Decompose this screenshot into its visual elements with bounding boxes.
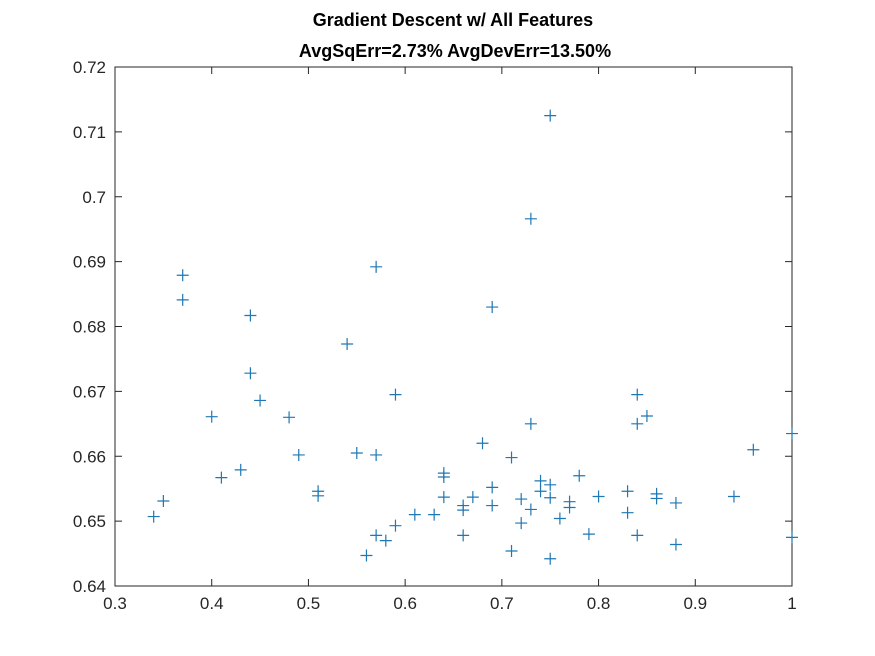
data-point [640, 410, 653, 423]
plot-area [114, 66, 793, 587]
data-point [786, 531, 798, 544]
chart-subtitle: AvgSqErr=2.73% AvgDevErr=13.50% [299, 41, 611, 61]
data-point [553, 512, 566, 525]
y-axis: 0.64 0.65 0.66 0.67 0.68 0.69 0.7 0.71 0.72 [73, 58, 792, 596]
data-point [669, 496, 682, 509]
data-point [428, 508, 441, 521]
data-point [389, 519, 402, 532]
data-point [486, 301, 499, 314]
data-point [786, 427, 798, 440]
data-point [727, 490, 740, 503]
chart-title: Gradient Descent w/ All Features [313, 10, 593, 30]
data-point [544, 491, 557, 504]
data-point [621, 506, 634, 519]
data-point [515, 493, 528, 506]
data-point [457, 504, 470, 517]
data-point [582, 528, 595, 541]
data-point [379, 534, 392, 547]
x-tick-label: 0.4 [200, 594, 224, 613]
data-point [650, 492, 663, 505]
y-tick-label: 0.68 [73, 318, 106, 337]
data-point [370, 260, 383, 273]
data-point [147, 510, 160, 523]
data-point [524, 212, 537, 225]
data-point [254, 394, 267, 407]
x-tick-label: 0.9 [683, 594, 707, 613]
data-point [534, 474, 547, 487]
x-tick-label: 0.5 [297, 594, 321, 613]
data-point [341, 338, 354, 351]
data-point [621, 485, 634, 498]
data-point [370, 529, 383, 542]
data-point [505, 451, 518, 464]
x-tick-label: 0.3 [103, 594, 127, 613]
data-point [457, 529, 470, 542]
data-point [292, 448, 305, 461]
data-point [312, 489, 325, 502]
data-point [592, 490, 605, 503]
data-point [505, 544, 518, 557]
data-point [573, 469, 586, 482]
data-point [466, 491, 479, 504]
data-point [524, 503, 537, 516]
x-axis: 0.3 0.4 0.5 0.6 0.7 0.8 0.9 1 [103, 67, 797, 613]
data-point [389, 388, 402, 401]
x-tick-label: 0.6 [393, 594, 417, 613]
y-tick-label: 0.71 [73, 123, 106, 142]
y-tick-label: 0.67 [73, 382, 106, 401]
data-point [563, 501, 576, 514]
data-point [176, 269, 189, 282]
data-point [544, 552, 557, 565]
data-point [176, 293, 189, 306]
data-point [205, 410, 218, 423]
data-point [631, 529, 644, 542]
data-point [244, 367, 257, 380]
data-point [631, 417, 644, 430]
data-point [370, 448, 383, 461]
y-tick-label: 0.69 [73, 253, 106, 272]
y-tick-label: 0.66 [73, 447, 106, 466]
data-point [437, 491, 450, 504]
y-tick-label: 0.72 [73, 58, 106, 77]
data-point [234, 463, 247, 476]
data-point [747, 443, 760, 456]
data-point [244, 309, 257, 322]
data-point [544, 478, 557, 491]
y-tick-label: 0.64 [73, 577, 106, 596]
data-point [544, 109, 557, 122]
data-point [669, 538, 682, 551]
y-tick-label: 0.65 [73, 512, 106, 531]
x-tick-label: 1 [787, 594, 796, 613]
data-point [283, 411, 296, 424]
data-point [157, 495, 170, 508]
data-point [486, 481, 499, 494]
data-point [524, 417, 537, 430]
data-point [437, 471, 450, 484]
data-point [486, 499, 499, 512]
data-point [534, 485, 547, 498]
x-tick-label: 0.8 [587, 594, 611, 613]
data-point [360, 549, 373, 562]
data-points [147, 109, 798, 565]
data-point [476, 437, 489, 450]
x-tick-label: 0.7 [490, 594, 514, 613]
data-point [631, 388, 644, 401]
y-tick-label: 0.7 [82, 188, 106, 207]
data-point [515, 517, 528, 530]
data-point [350, 447, 363, 460]
data-point [408, 508, 421, 521]
data-point [215, 471, 228, 484]
